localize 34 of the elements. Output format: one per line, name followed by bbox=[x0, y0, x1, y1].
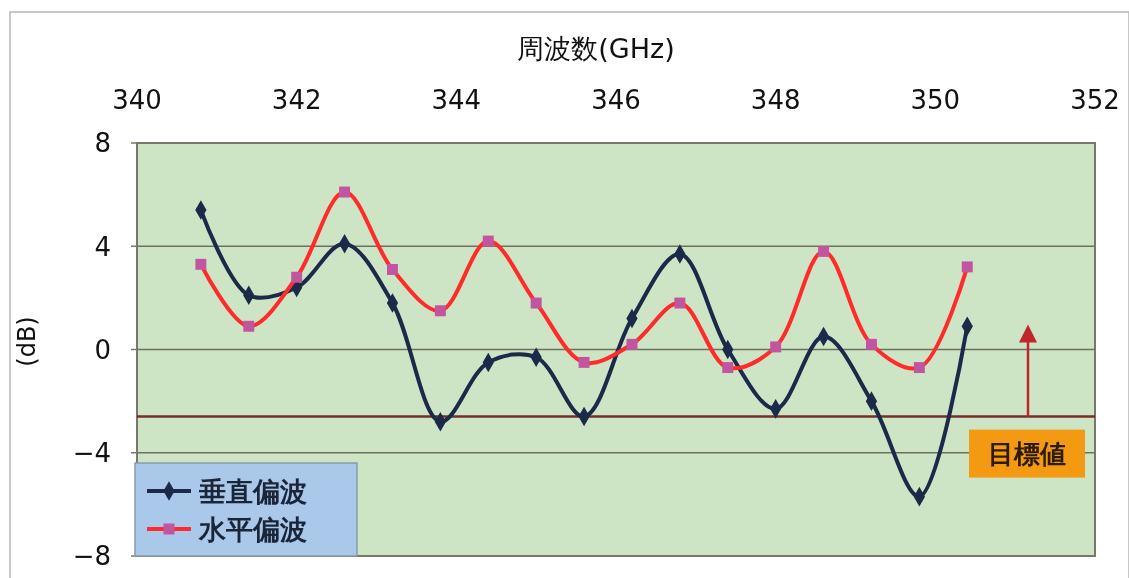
legend-label: 垂直偏波 bbox=[198, 475, 307, 507]
legend-label: 水平偏波 bbox=[198, 513, 307, 545]
x-tick-label: 344 bbox=[431, 85, 482, 116]
point bbox=[674, 297, 686, 309]
point bbox=[865, 338, 877, 350]
point bbox=[482, 235, 494, 247]
point bbox=[626, 338, 638, 350]
x-tick-label: 348 bbox=[750, 85, 801, 116]
point bbox=[913, 362, 925, 374]
y-tick-label: −8 bbox=[72, 541, 111, 572]
point bbox=[195, 258, 207, 270]
point bbox=[386, 264, 398, 275]
x-tick-label: 346 bbox=[591, 85, 641, 116]
point bbox=[291, 271, 303, 283]
point bbox=[722, 362, 734, 374]
point bbox=[578, 356, 590, 368]
x-tick-label: 340 bbox=[112, 85, 162, 116]
y-tick-label: −4 bbox=[72, 438, 111, 469]
y-tick-label: 4 bbox=[94, 231, 111, 262]
point bbox=[530, 297, 542, 309]
point bbox=[243, 320, 255, 332]
y-axis-title: (dB) bbox=[12, 316, 41, 367]
point bbox=[770, 341, 782, 353]
point bbox=[818, 245, 830, 257]
point bbox=[434, 305, 446, 317]
point bbox=[339, 186, 351, 198]
y-tick-label: 0 bbox=[94, 334, 111, 365]
x-tick-label: 350 bbox=[910, 85, 961, 116]
x-tick-label: 352 bbox=[1070, 85, 1120, 116]
ref-line-label: 目標値 bbox=[988, 438, 1066, 469]
point bbox=[961, 261, 973, 273]
y-tick-label: 8 bbox=[94, 128, 111, 159]
x-tick-label: 342 bbox=[271, 85, 322, 116]
x-axis-title: 周波数(GHz) bbox=[517, 32, 675, 64]
